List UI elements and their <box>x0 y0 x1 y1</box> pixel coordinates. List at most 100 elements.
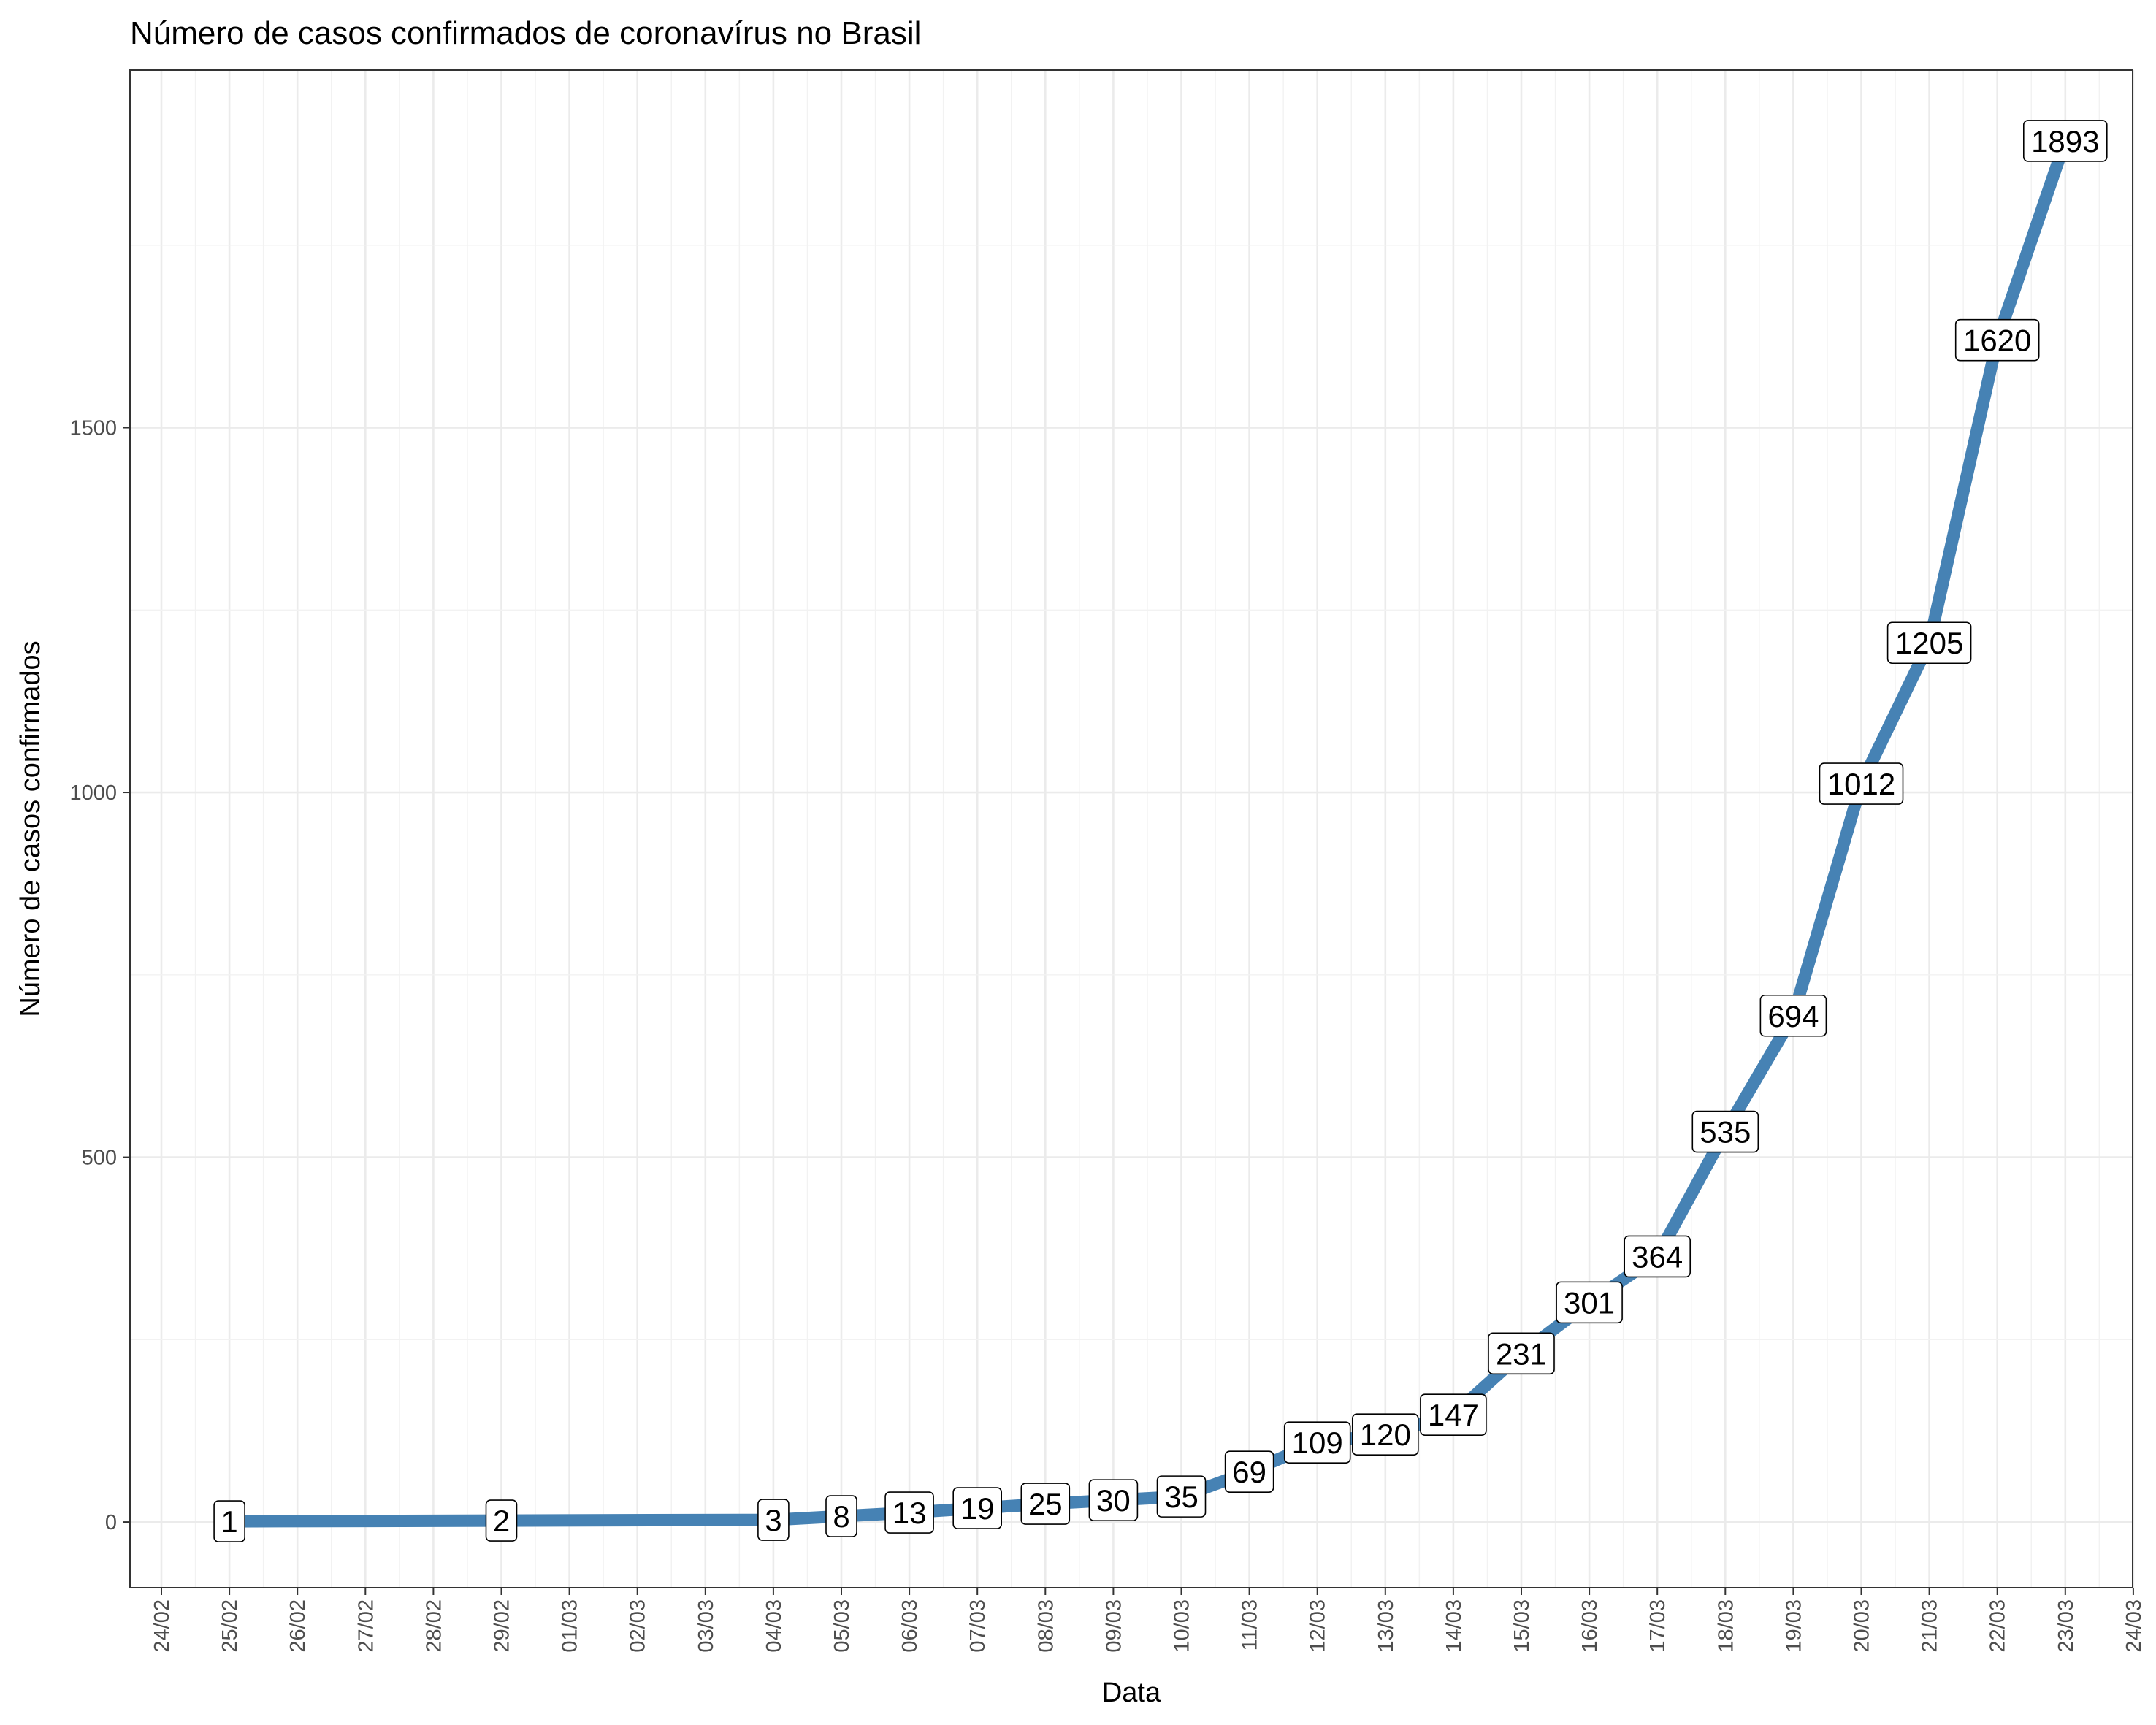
chart-title: Número de casos confirmados de coronavír… <box>130 15 921 51</box>
data-label: 35 <box>1156 1475 1207 1518</box>
data-label-text: 25 <box>1028 1487 1063 1521</box>
x-tick-label: 06/03 <box>898 1599 922 1653</box>
data-label: 2 <box>485 1499 518 1542</box>
x-tick-label: 24/02 <box>150 1599 174 1653</box>
data-label: 1205 <box>1886 621 1972 665</box>
data-label: 231 <box>1488 1332 1555 1375</box>
x-tick-label: 19/03 <box>1782 1599 1805 1653</box>
y-tick-label: 1000 <box>69 781 117 805</box>
x-tick-label: 23/03 <box>2054 1599 2078 1653</box>
y-axis: 0 500 1000 1500 <box>69 417 130 1534</box>
y-tick-label: 0 <box>105 1511 117 1534</box>
data-label: 1 <box>213 1500 245 1542</box>
data-label-text: 535 <box>1700 1115 1751 1150</box>
data-label-box <box>1020 1483 1071 1525</box>
gridlines <box>130 70 2135 1588</box>
x-axis-title: Data <box>1102 1678 1161 1708</box>
x-tick-label: 26/02 <box>286 1599 310 1653</box>
data-label-box <box>485 1499 518 1542</box>
x-tick-label: 27/02 <box>354 1599 378 1653</box>
y-tick-label: 1500 <box>69 417 117 440</box>
data-label: 13 <box>884 1491 934 1534</box>
x-tick-label: 13/03 <box>1375 1599 1398 1653</box>
x-tick-label: 18/03 <box>1714 1599 1738 1653</box>
data-label-box <box>2023 120 2108 162</box>
data-label: 147 <box>1420 1393 1487 1437</box>
data-label-box <box>884 1491 934 1534</box>
data-label-box <box>213 1500 245 1542</box>
x-tick-label: 08/03 <box>1034 1599 1058 1653</box>
data-label-box <box>1088 1479 1139 1521</box>
x-tick-label: 10/03 <box>1171 1599 1194 1653</box>
data-label-text: 69 <box>1232 1455 1266 1489</box>
x-tick-label: 12/03 <box>1307 1599 1330 1653</box>
data-label-box <box>1886 621 1972 665</box>
data-label: 30 <box>1088 1479 1139 1521</box>
x-tick-label: 09/03 <box>1102 1599 1125 1653</box>
data-label-text: 301 <box>1564 1285 1615 1320</box>
data-label-box <box>825 1495 857 1537</box>
data-label: 535 <box>1691 1110 1759 1153</box>
x-tick-label: 20/03 <box>1851 1599 1874 1653</box>
data-label: 1893 <box>2023 120 2108 162</box>
data-label-box <box>1819 762 1904 805</box>
x-tick-label: 03/03 <box>695 1599 718 1653</box>
data-label: 1012 <box>1819 762 1904 805</box>
data-label-text: 1205 <box>1895 626 1963 660</box>
x-tick-label: 04/03 <box>762 1599 786 1653</box>
series-layer <box>229 139 2071 1528</box>
data-label-text: 120 <box>1360 1418 1411 1452</box>
data-label-box <box>1691 1110 1759 1153</box>
y-tick-label: 500 <box>82 1147 117 1170</box>
data-label-box <box>1556 1281 1623 1324</box>
data-label-box <box>1420 1393 1487 1437</box>
x-tick-label: 21/03 <box>1919 1599 1942 1653</box>
data-label: 364 <box>1624 1235 1691 1278</box>
data-label-text: 1620 <box>1963 324 2031 358</box>
x-tick-label: 24/03 <box>2122 1599 2146 1653</box>
x-tick-label: 29/02 <box>491 1599 514 1653</box>
data-label-text: 1012 <box>1827 767 1895 801</box>
data-label: 1620 <box>1954 318 2040 362</box>
data-label-text: 109 <box>1292 1426 1343 1460</box>
data-label-box <box>1283 1421 1351 1464</box>
data-label-box <box>757 1499 790 1541</box>
data-label-box <box>1954 318 2040 362</box>
data-label-box <box>1624 1235 1691 1278</box>
data-label-text: 694 <box>1767 999 1819 1033</box>
x-tick-label: 22/03 <box>1987 1599 2010 1653</box>
data-label-box <box>1759 994 1827 1037</box>
x-tick-label: 14/03 <box>1442 1599 1466 1653</box>
data-label: 694 <box>1759 994 1827 1037</box>
data-label-text: 3 <box>765 1503 781 1537</box>
data-label-text: 1 <box>221 1504 237 1539</box>
data-label-text: 19 <box>960 1491 995 1526</box>
data-label-text: 30 <box>1096 1483 1131 1518</box>
data-label-text: 13 <box>892 1496 927 1530</box>
data-label-text: 8 <box>833 1499 849 1534</box>
data-label-text: 364 <box>1632 1239 1683 1274</box>
data-label: 19 <box>952 1487 1002 1529</box>
series-line <box>229 139 2071 1528</box>
data-label: 301 <box>1556 1281 1623 1324</box>
x-tick-label: 01/03 <box>559 1599 582 1653</box>
data-label-text: 147 <box>1428 1398 1479 1432</box>
x-tick-label: 02/03 <box>627 1599 650 1653</box>
data-label-box <box>1352 1413 1419 1456</box>
data-label: 8 <box>825 1495 857 1537</box>
x-tick-label: 07/03 <box>966 1599 990 1653</box>
data-label: 69 <box>1224 1450 1274 1493</box>
data-label-box <box>1156 1475 1207 1518</box>
y-axis-title: Número de casos confirmados <box>15 640 46 1017</box>
x-tick-label: 05/03 <box>830 1599 854 1653</box>
x-tick-label: 17/03 <box>1646 1599 1670 1653</box>
plot-panel-border <box>129 69 2133 1588</box>
data-labels: 1 2 3 8 13 19 25 30 35 69 109 120 147 231 301 364 535 694… <box>213 120 2108 1542</box>
x-tick-label: 15/03 <box>1510 1599 1534 1653</box>
data-label: 120 <box>1352 1413 1419 1456</box>
x-axis: 24/02 25/02 26/02 27/02 28/02 29/02 01/03 02/03… <box>150 1588 2146 1653</box>
data-label: 109 <box>1283 1421 1351 1464</box>
data-label-text: 35 <box>1164 1480 1199 1514</box>
